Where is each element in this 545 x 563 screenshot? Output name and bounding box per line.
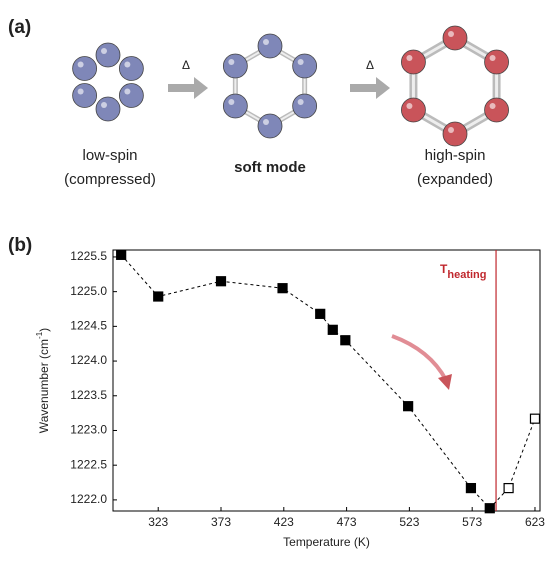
delta: Δ (366, 58, 374, 72)
atom (257, 113, 283, 139)
atom-highlight (406, 103, 413, 109)
threshold-label-part: heating (447, 269, 486, 281)
y-axis-label-part: Wavenumber (cm (37, 339, 51, 433)
atom-highlight (297, 59, 304, 65)
x-tick-label: 473 (337, 515, 357, 529)
atom-highlight (124, 88, 131, 95)
y-tick-label: 1225.0 (70, 284, 107, 298)
atom-highlight (101, 102, 107, 108)
data-line (120, 254, 536, 509)
atom (222, 53, 248, 79)
threshold-label: Theating (440, 262, 486, 281)
atom-highlight (101, 48, 107, 54)
x-tick-label: 573 (462, 515, 482, 529)
atom-highlight (77, 61, 84, 68)
x-tick-label: 323 (148, 515, 168, 529)
atom (222, 93, 248, 119)
atom (484, 49, 509, 75)
molecule-illustrations (72, 25, 509, 147)
delta: Δ (182, 58, 190, 72)
atom (95, 96, 121, 122)
data-point (116, 249, 127, 260)
y-tick-label: 1224.5 (70, 319, 107, 333)
atom (442, 25, 468, 51)
data-point (529, 413, 541, 424)
atom (118, 83, 144, 108)
atom (257, 33, 283, 59)
atom (72, 83, 98, 108)
panel-label: (a) (8, 17, 31, 38)
atom-highlight (263, 39, 269, 45)
atom-highlight (406, 55, 413, 61)
atom-highlight (124, 61, 131, 68)
atom (484, 97, 509, 123)
atom (442, 121, 468, 147)
state-label: (compressed) (64, 171, 156, 188)
arrows (168, 77, 390, 99)
x-tick-label: 623 (525, 515, 545, 529)
data-point (465, 482, 477, 494)
atom (118, 56, 144, 81)
atom-highlight (448, 31, 454, 37)
data-point (315, 308, 326, 319)
atom (401, 49, 426, 75)
data-point (277, 283, 288, 294)
state-label: low-spin (82, 147, 137, 164)
state-label: high-spin (425, 147, 486, 164)
atom-highlight (228, 99, 235, 105)
trend-arrow (391, 334, 448, 381)
y-axis-label-part: ) (37, 328, 51, 332)
panel-label: (b) (8, 235, 32, 256)
state-label: soft mode (234, 159, 306, 176)
arrow (350, 77, 390, 99)
trend-arrow-head (438, 374, 452, 390)
data-point (503, 482, 514, 494)
atom (401, 97, 426, 123)
y-tick-label: 1224.0 (70, 353, 107, 367)
y-axis-label: Wavenumber (cm-1) (35, 328, 51, 433)
atom-highlight (297, 99, 304, 105)
atom-highlight (448, 127, 454, 133)
y-tick-label: 1223.5 (70, 388, 107, 402)
atom (95, 42, 121, 68)
plot-frame (112, 249, 541, 512)
atom-highlight (263, 119, 269, 125)
x-axis-label: Temperature (K) (283, 535, 370, 549)
data-point (327, 324, 338, 335)
atom (72, 56, 98, 81)
atom (292, 53, 318, 79)
data-point (215, 276, 227, 287)
threshold-label-part: T (440, 262, 448, 276)
atom-highlight (228, 59, 235, 65)
state-label: (expanded) (417, 171, 493, 188)
atom-highlight (489, 103, 496, 109)
y-tick-label: 1222.5 (70, 457, 107, 471)
x-tick-label: 523 (399, 515, 419, 529)
atom-highlight (77, 88, 84, 95)
data-point (403, 401, 414, 412)
x-tick-label: 423 (274, 515, 294, 529)
atom (292, 93, 318, 119)
y-tick-label: 1223.0 (70, 423, 107, 437)
y-tick-label: 1222.0 (70, 492, 107, 506)
y-axis-label-part: -1 (35, 331, 44, 339)
data-point (340, 335, 351, 346)
atom-highlight (489, 55, 496, 61)
data-point (153, 291, 164, 302)
arrow (168, 77, 208, 99)
data-point (484, 503, 495, 514)
x-tick-label: 373 (211, 515, 231, 529)
y-tick-label: 1225.5 (70, 249, 107, 263)
